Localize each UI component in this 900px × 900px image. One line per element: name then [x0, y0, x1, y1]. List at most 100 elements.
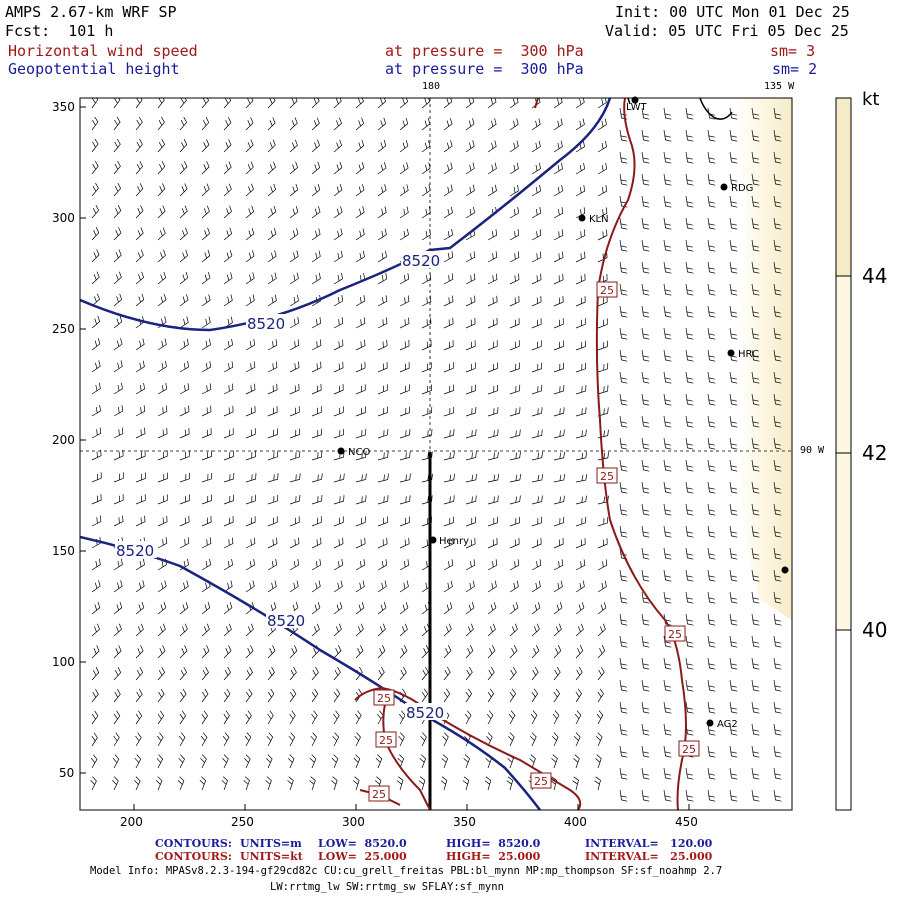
wind-barb [289, 228, 299, 241]
wind-barb [91, 667, 100, 681]
wind-barb [553, 229, 564, 241]
wind-barb [135, 405, 146, 417]
wind-barb [685, 547, 694, 560]
lon-label-135w: 135 W [764, 81, 795, 92]
wind-barb [487, 184, 497, 197]
wind-barb [157, 383, 168, 395]
wind-barb [552, 710, 560, 725]
wind-barb [179, 294, 189, 307]
wind-barb [575, 118, 585, 131]
wind-barb [135, 710, 143, 725]
wind-barb [707, 459, 716, 472]
wind-barb [113, 667, 122, 681]
wind-barb [773, 723, 782, 736]
wind-barb [707, 679, 716, 692]
wind-barb [289, 428, 300, 439]
wind-barb [707, 173, 716, 186]
wind-barb [486, 732, 493, 747]
wind-barb [113, 183, 122, 197]
wind-barb [751, 261, 760, 274]
wind-barb [575, 362, 587, 373]
wind-barb [355, 406, 366, 417]
wind-barb [91, 293, 100, 307]
wind-barb [553, 451, 565, 461]
wind-barb [619, 151, 628, 164]
y-tick-300: 300 [52, 211, 75, 225]
wind-barb [223, 516, 234, 527]
wind-barb [135, 116, 143, 131]
wind-barb [575, 688, 582, 703]
wind-barb [597, 185, 608, 197]
wind-barb [729, 723, 738, 736]
wind-barb [729, 591, 738, 604]
wind-barb [223, 537, 234, 549]
wind-barb [553, 140, 563, 153]
wind-barb [91, 623, 100, 637]
wind-barb [641, 767, 650, 780]
wind-barb [751, 745, 760, 758]
wind-barb [597, 162, 607, 175]
wind-barb [575, 318, 586, 329]
wind-barb [157, 472, 168, 483]
wind-barb [91, 98, 99, 109]
wind-barb [443, 495, 455, 505]
wind-barb [375, 754, 383, 769]
field2-level: at pressure = 300 hPa [385, 60, 584, 78]
wind-barb [135, 271, 145, 285]
station-ag2: AG2 [717, 719, 738, 730]
wind-barb [773, 107, 782, 120]
wind-barb [773, 745, 782, 758]
wind-barb [311, 688, 319, 703]
wind-barb [553, 580, 563, 593]
wind-barb [729, 437, 738, 450]
wind-barb [223, 361, 234, 373]
wind-barb [619, 393, 628, 406]
wind-barb [245, 117, 254, 131]
wind-barb [157, 249, 166, 263]
wind-barb [729, 261, 738, 274]
wind-barb [333, 272, 343, 285]
wind-barb [729, 107, 738, 120]
wind-barb [462, 776, 470, 791]
wind-barb [157, 601, 167, 615]
wind-barb [157, 580, 167, 593]
wind-barb [179, 227, 188, 241]
wind-barb [311, 602, 321, 615]
wind-barb [201, 161, 210, 175]
wind-barb [773, 129, 782, 142]
wind-barb [751, 547, 760, 560]
wind-barb [553, 602, 563, 615]
wind-barb [509, 473, 522, 483]
wind-barb [641, 107, 650, 120]
wind-barb [773, 503, 782, 516]
wind-barb [135, 515, 146, 527]
wind-barb [399, 228, 409, 241]
wind-barb [572, 776, 579, 791]
wind-barb [443, 645, 452, 659]
wind-barb [355, 295, 366, 307]
wind-barb [487, 317, 498, 329]
wind-barb [663, 173, 672, 186]
wind-barb [575, 251, 586, 263]
wind-barb [399, 666, 407, 681]
wind-barb [773, 239, 782, 252]
station-rdg-dot [720, 183, 728, 191]
wind-barb [377, 339, 388, 351]
wind-barb [773, 151, 782, 164]
wind-barb [421, 429, 433, 439]
wind-barb [574, 710, 582, 725]
wind-barb [751, 129, 760, 142]
wind-barb [641, 349, 650, 362]
wind-barb [619, 283, 628, 296]
wind-barb [267, 361, 278, 373]
wind-barb [487, 645, 496, 659]
wind-barb [377, 384, 388, 395]
height-contour-south [80, 535, 541, 810]
wind-barb [91, 472, 102, 483]
wind-barb [223, 139, 232, 153]
wind-barb [440, 776, 448, 791]
wind-barb [707, 745, 716, 758]
wind-barb [267, 558, 277, 571]
wind-barb [531, 537, 542, 549]
wind-barb [135, 623, 144, 637]
